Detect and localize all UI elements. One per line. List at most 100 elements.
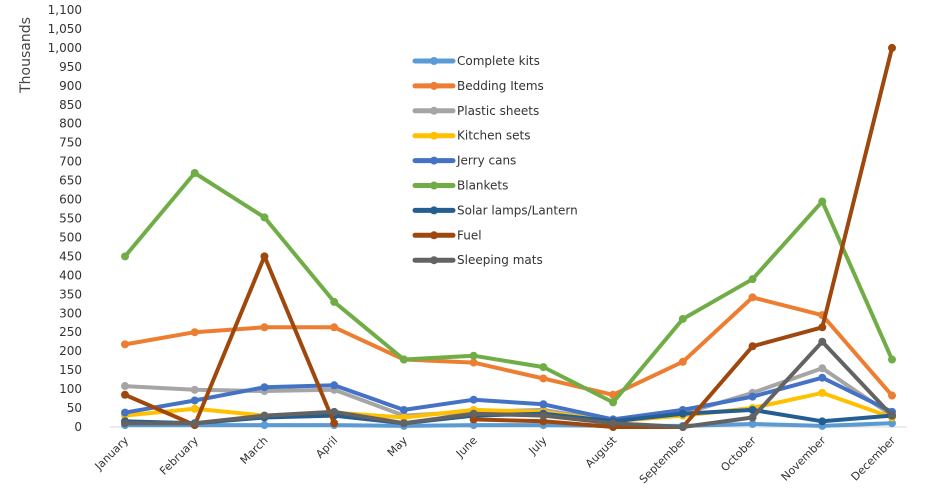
- y-tick-label: 300: [59, 306, 82, 320]
- x-tick-label: October: [718, 434, 759, 475]
- y-axis-title: Thousands: [18, 17, 34, 94]
- legend-marker: [430, 57, 438, 65]
- data-point: [399, 419, 408, 428]
- data-point: [260, 411, 269, 420]
- series-line: [123, 375, 894, 422]
- legend-item: Bedding Items: [412, 79, 544, 93]
- data-point: [399, 413, 408, 422]
- data-point: [260, 213, 269, 222]
- y-tick-label: 350: [59, 287, 82, 301]
- data-point: [539, 363, 548, 372]
- data-point: [888, 419, 896, 428]
- data-point: [260, 323, 269, 332]
- legend: Complete kits Bedding Items Plastic sheets…: [412, 54, 578, 267]
- data-point: [748, 413, 757, 422]
- data-point: [678, 357, 687, 366]
- legend-label: Solar lamps/Lantern: [457, 203, 578, 217]
- legend-label: Kitchen sets: [457, 129, 531, 143]
- legend-label: Sleeping mats: [457, 253, 543, 267]
- data-point: [121, 340, 129, 349]
- series-line: [123, 295, 894, 398]
- legend-marker: [430, 206, 438, 215]
- data-point: [190, 328, 199, 337]
- data-point: [888, 391, 896, 400]
- data-point: [539, 417, 548, 426]
- legend-label: Jerry cans: [456, 154, 516, 168]
- data-point: [888, 411, 896, 420]
- y-tick-label: 450: [59, 249, 82, 263]
- y-tick-label: 950: [59, 60, 82, 74]
- data-point: [330, 381, 339, 390]
- legend-marker: [430, 256, 438, 265]
- y-tick-label: 850: [59, 98, 82, 112]
- data-point: [748, 293, 757, 302]
- y-axis-ticks: 0 50 100 150 200 250 300 350 400 450 500 550 600 650 7…: [48, 3, 82, 434]
- legend-marker: [430, 131, 438, 140]
- y-tick-label: 0: [74, 420, 82, 434]
- data-point: [469, 409, 478, 418]
- data-point: [678, 423, 687, 431]
- data-point: [678, 409, 687, 418]
- data-point: [818, 417, 827, 426]
- legend-label: Bedding Items: [457, 79, 544, 93]
- data-point: [330, 419, 339, 428]
- y-tick-label: 100: [59, 382, 82, 396]
- data-point: [190, 385, 199, 394]
- data-point: [330, 323, 339, 332]
- data-point: [330, 297, 339, 306]
- data-point: [609, 419, 618, 428]
- legend-item: Complete kits: [412, 54, 540, 68]
- x-tick-label: March: [238, 434, 271, 467]
- data-point: [190, 169, 199, 178]
- y-tick-label: 550: [59, 212, 82, 226]
- data-point: [121, 390, 129, 399]
- y-tick-label: 600: [59, 193, 82, 207]
- legend-item: Plastic sheets: [412, 104, 539, 118]
- data-point: [399, 405, 408, 414]
- x-tick-label: January: [92, 434, 132, 474]
- data-point: [748, 342, 757, 351]
- series-line: [123, 171, 894, 405]
- series-sleeping-mats: [121, 337, 896, 431]
- y-tick-label: 500: [59, 230, 82, 244]
- data-point: [818, 337, 827, 346]
- x-tick-label: May: [385, 434, 411, 460]
- y-tick-label: 250: [59, 325, 82, 339]
- data-point: [888, 355, 896, 364]
- data-point: [888, 43, 896, 52]
- series-group: [121, 43, 896, 431]
- x-tick-label: June: [453, 434, 480, 461]
- legend-item: Fuel: [412, 228, 482, 242]
- y-tick-label: 650: [59, 174, 82, 188]
- data-point: [678, 314, 687, 323]
- data-point: [190, 419, 199, 428]
- data-point: [539, 374, 548, 383]
- y-tick-label: 750: [59, 136, 82, 150]
- legend-marker: [430, 156, 438, 165]
- data-point: [121, 408, 129, 417]
- legend-item: Solar lamps/Lantern: [412, 203, 578, 217]
- data-point: [190, 404, 199, 413]
- data-point: [330, 407, 339, 416]
- data-point: [818, 373, 827, 382]
- x-tick-label: April: [313, 434, 340, 461]
- data-point: [260, 252, 269, 261]
- y-tick-label: 900: [59, 79, 82, 93]
- legend-item: Jerry cans: [412, 154, 516, 168]
- legend-label: Fuel: [457, 228, 482, 242]
- y-tick-label: 50: [67, 401, 82, 415]
- y-tick-label: 150: [59, 363, 82, 377]
- y-tick-label: 1,000: [48, 41, 82, 55]
- series-line: [123, 339, 894, 429]
- data-point: [539, 400, 548, 409]
- data-point: [818, 364, 827, 373]
- legend-marker: [430, 81, 438, 90]
- y-tick-label: 400: [59, 268, 82, 282]
- data-point: [818, 323, 827, 332]
- legend-item: Kitchen sets: [412, 129, 531, 143]
- x-tick-label: September: [637, 434, 690, 487]
- data-point: [260, 421, 269, 430]
- data-point: [469, 351, 478, 360]
- y-tick-label: 1,100: [48, 3, 82, 17]
- x-tick-label: February: [157, 434, 201, 478]
